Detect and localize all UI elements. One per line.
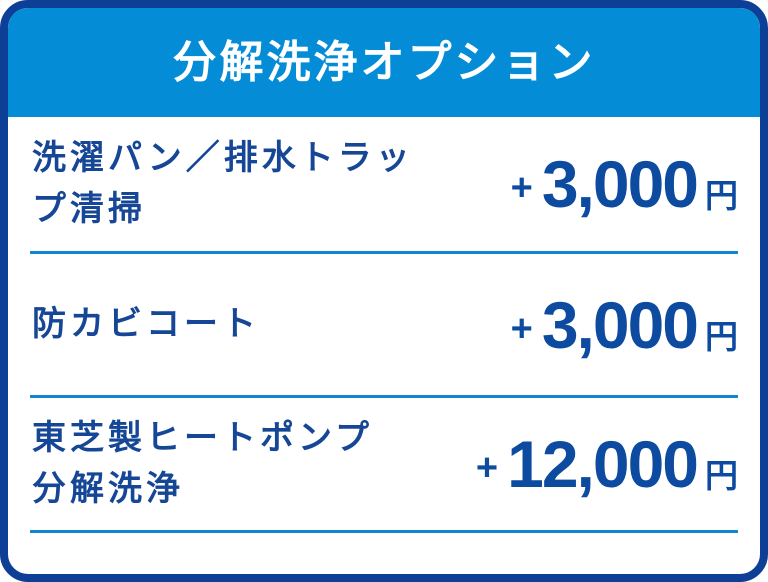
price-amount: 3,000 <box>541 147 699 221</box>
option-price: + 3,000 円 <box>511 292 738 358</box>
option-label: 防カビコート <box>32 305 260 343</box>
plus-sign: + <box>510 167 533 209</box>
option-label: 東芝製ヒートポンプ 分解洗浄 <box>32 419 373 508</box>
price-unit-yen: 円 <box>705 457 738 494</box>
option-row-drain-trap-cleaning: 洗濯パン／排水トラッ プ清掃 + 3,000 円 <box>30 117 738 254</box>
plus-sign: + <box>475 447 499 489</box>
option-row-anti-mold-coat: 防カビコート + 3,000 円 <box>30 254 738 398</box>
plus-sign: + <box>510 307 533 350</box>
price-unit-yen: 円 <box>705 317 738 355</box>
option-price: + 12,000 円 <box>476 431 738 497</box>
option-row-heat-pump-cleaning: 東芝製ヒートポンプ 分解洗浄 + 12,000 円 <box>30 398 738 533</box>
option-price: + 3,000 円 <box>511 151 738 217</box>
price-amount: 3,000 <box>541 287 699 362</box>
price-amount: 12,000 <box>507 427 699 501</box>
bottom-spacer <box>30 533 738 574</box>
card-header: 分解洗浄オプション <box>8 8 760 117</box>
card-title: 分解洗浄オプション <box>172 37 596 87</box>
option-list: 洗濯パン／排水トラッ プ清掃 + 3,000 円 防カビコート + 3,000 … <box>8 117 760 574</box>
option-label: 洗濯パン／排水トラッ プ清掃 <box>32 139 414 228</box>
price-unit-yen: 円 <box>705 177 738 214</box>
